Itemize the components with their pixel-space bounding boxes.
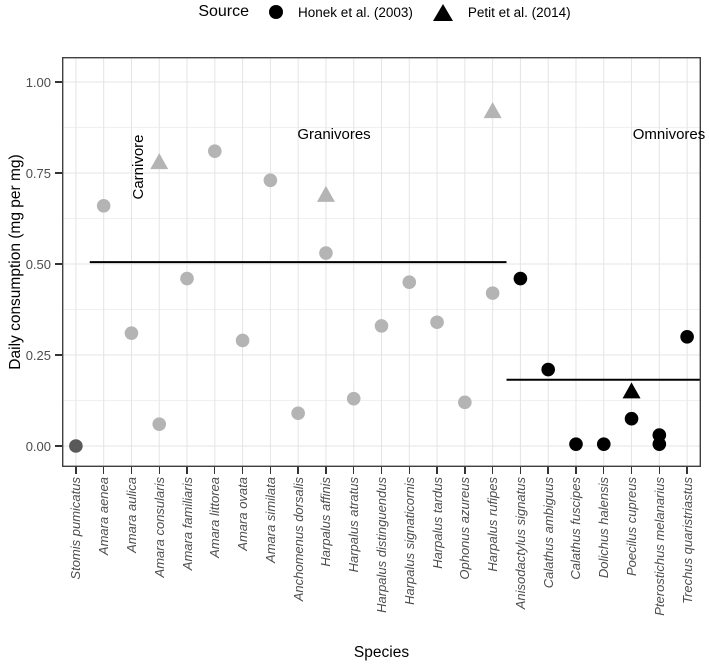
legend-title: Source bbox=[198, 3, 250, 20]
x-axis-tick bbox=[241, 467, 244, 474]
data-point-circle bbox=[346, 391, 361, 406]
x-axis-species-label: Trechus quaristriastus bbox=[679, 477, 695, 604]
x-axis-species-label: Amara aenea bbox=[96, 477, 112, 556]
data-point-triangle bbox=[622, 382, 641, 399]
legend: Source Honek et al. (2003) Petit et al. … bbox=[30, 3, 709, 21]
data-point-circle bbox=[569, 437, 583, 451]
data-point-triangle bbox=[150, 153, 169, 170]
x-axis-species-label: Poecilus cupreus bbox=[624, 477, 640, 576]
x-axis-tick bbox=[186, 467, 188, 474]
x-axis-tick bbox=[575, 467, 577, 474]
x-axis-species-label: Harpalus distinguendus bbox=[374, 477, 389, 613]
data-point-circle bbox=[624, 411, 639, 426]
x-axis-tick bbox=[158, 467, 160, 474]
x-axis-species-label: Harpalus signaticornis bbox=[401, 477, 417, 605]
x-axis-tick bbox=[297, 467, 299, 474]
legend-item-label: Honek et al. (2003) bbox=[298, 4, 413, 20]
y-axis-tick-label: 0.00 bbox=[25, 438, 51, 454]
x-axis-tick bbox=[658, 467, 661, 474]
x-axis-species-label: Anisodactylus signatus bbox=[512, 477, 528, 610]
data-point-circle bbox=[208, 144, 222, 158]
data-point-circle bbox=[180, 271, 194, 286]
x-axis-tick bbox=[269, 467, 272, 474]
x-axis-species-label: Harpalus tardus bbox=[429, 477, 445, 569]
data-point-circle bbox=[235, 333, 250, 348]
data-point-circle bbox=[263, 173, 278, 188]
data-point-circle bbox=[374, 319, 389, 333]
x-axis-species-label: Anchomenus dorsalis bbox=[290, 477, 306, 602]
data-point-circle bbox=[485, 286, 500, 300]
x-axis-tick bbox=[214, 467, 216, 474]
data-point-circle bbox=[596, 437, 611, 451]
data-point-circle bbox=[319, 246, 333, 260]
x-axis-species-label: Pterostichus melanarius bbox=[651, 477, 667, 616]
x-axis-tick bbox=[630, 467, 633, 474]
x-axis-species-label: Amara familiaris bbox=[179, 477, 195, 571]
x-axis-tick bbox=[75, 467, 77, 474]
data-point-circle bbox=[652, 437, 667, 451]
data-point-circle bbox=[680, 330, 694, 344]
plot-canvas bbox=[62, 57, 701, 467]
x-axis-title: Species bbox=[353, 644, 410, 661]
data-point-circle bbox=[402, 275, 417, 289]
data-point-circle bbox=[69, 439, 83, 453]
data-point-circle bbox=[96, 198, 111, 213]
data-point-circle bbox=[124, 326, 139, 340]
legend-item-petit: Petit et al. (2014) bbox=[432, 3, 571, 21]
x-axis-species-label: Harpalus rufipes bbox=[485, 477, 501, 572]
x-axis-species-label: Amara aulica bbox=[123, 477, 139, 553]
x-axis-species-label: Dolichus halensis bbox=[596, 477, 612, 579]
y-axis-tick bbox=[55, 354, 62, 356]
legend-item-label: Petit et al. (2014) bbox=[467, 4, 571, 20]
x-axis-tick bbox=[353, 467, 355, 474]
x-axis-tick bbox=[547, 467, 549, 474]
x-axis-species-label: Stomis pumicatus bbox=[68, 477, 84, 580]
group-label-granivores: Granivores bbox=[297, 126, 371, 143]
plot-panel: Carnivore Granivores Omnivores bbox=[62, 57, 705, 467]
y-axis-tick-label: 0.50 bbox=[25, 256, 51, 272]
legend-item-honek: Honek et al. (2003) bbox=[269, 5, 413, 20]
x-axis-tick bbox=[464, 467, 466, 474]
x-axis-tick bbox=[603, 467, 605, 474]
panel-border bbox=[62, 57, 701, 467]
x-axis-tick bbox=[325, 467, 327, 474]
x-axis-tick bbox=[408, 467, 410, 474]
x-axis-tick bbox=[102, 467, 105, 474]
x-axis-tick bbox=[519, 467, 522, 474]
triangle-marker-icon bbox=[432, 3, 453, 21]
x-axis-species-label: Amara consularis bbox=[151, 477, 167, 578]
data-point-circle bbox=[291, 406, 305, 421]
y-axis-tick-label: 0.25 bbox=[25, 347, 51, 363]
x-axis-species-label: Harpalus atratus bbox=[346, 477, 362, 573]
x-axis-species-label: Amara ovata bbox=[235, 477, 251, 551]
x-axis-species-label: Ophonus azureus bbox=[457, 477, 473, 580]
x-axis-species-label: Calathus ambiguus bbox=[540, 477, 556, 589]
x-axis-tick bbox=[130, 467, 133, 474]
y-axis-tick bbox=[55, 445, 62, 447]
data-point-circle bbox=[541, 362, 555, 377]
x-axis-species-label: Amara littorea bbox=[207, 477, 223, 558]
group-label-carnivore: Carnivore bbox=[130, 134, 147, 200]
y-axis-tick-label: 1.00 bbox=[25, 74, 51, 90]
y-axis-tick bbox=[55, 172, 62, 174]
x-axis-species-label: Calathus fuscipes bbox=[568, 477, 584, 580]
x-axis-species-label: Harpalus affinis bbox=[318, 477, 334, 567]
x-axis-tick bbox=[380, 467, 383, 474]
x-axis-tick bbox=[436, 467, 438, 474]
y-axis-tick-label: 0.75 bbox=[25, 165, 51, 181]
y-axis-tick bbox=[55, 81, 62, 83]
group-label-omnivores: Omnivores bbox=[632, 126, 706, 143]
y-axis-tick bbox=[55, 263, 62, 265]
data-point-triangle bbox=[316, 185, 335, 202]
data-point-circle bbox=[513, 271, 528, 286]
x-axis-species-label: Amara similata bbox=[262, 477, 278, 563]
x-axis-tick bbox=[491, 467, 494, 474]
data-point-circle bbox=[430, 315, 444, 330]
data-point-triangle bbox=[483, 102, 502, 119]
circle-marker-icon bbox=[269, 5, 284, 19]
x-axis-tick bbox=[686, 467, 688, 474]
data-point-circle bbox=[152, 417, 167, 431]
data-point-circle bbox=[458, 395, 472, 410]
